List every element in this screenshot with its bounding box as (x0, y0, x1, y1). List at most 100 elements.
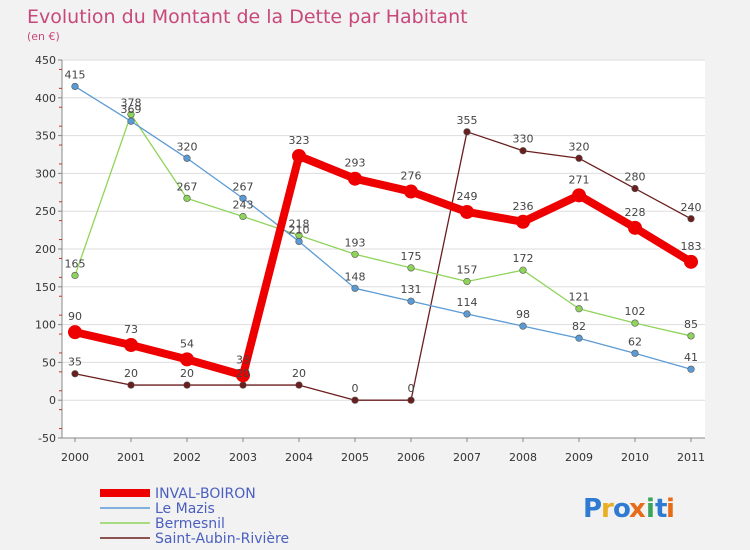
data-label: 276 (401, 170, 422, 183)
data-point (127, 117, 135, 125)
data-point (519, 322, 527, 330)
data-label: 114 (457, 296, 478, 309)
x-tick-label: 2006 (397, 451, 425, 464)
data-label: 240 (681, 201, 702, 214)
y-axis-ticks: -50 0 50 100 150 200 250 300 350 400 450 (35, 54, 62, 445)
series-inval-boiron (68, 149, 698, 383)
x-tick-label: 2003 (229, 451, 257, 464)
data-label: 378 (121, 96, 142, 109)
series-line (74, 113, 692, 337)
data-label: 236 (513, 200, 534, 213)
data-label: 193 (345, 236, 366, 249)
data-label: 90 (68, 310, 82, 323)
data-label: 20 (236, 367, 250, 380)
logo-letter: P (583, 494, 602, 524)
data-point (68, 325, 82, 340)
logo-letter: o (613, 494, 631, 524)
data-point (124, 338, 138, 353)
data-point (575, 305, 583, 313)
data-point (575, 334, 583, 342)
data-label: 175 (401, 250, 422, 263)
data-point (463, 277, 471, 286)
y-tick-label: 450 (35, 54, 56, 67)
data-point (292, 149, 306, 164)
logo-letter: i (646, 494, 655, 524)
data-label: 280 (625, 171, 646, 184)
y-tick-label: 250 (35, 205, 56, 218)
legend-label: Bermesnil (155, 516, 225, 532)
data-label: 330 (513, 133, 534, 146)
series-line (71, 152, 695, 380)
data-label: 415 (65, 68, 86, 81)
data-point (519, 266, 527, 274)
data-label: 20 (292, 367, 306, 380)
data-label: 165 (65, 257, 86, 270)
y-tick-label: 400 (35, 92, 56, 105)
data-point (351, 284, 359, 292)
data-label: 249 (457, 190, 478, 203)
data-point (180, 352, 194, 367)
y-tick-label: 100 (35, 319, 56, 332)
data-point (631, 319, 639, 327)
logo-letter: i (666, 494, 675, 524)
data-label: 243 (233, 198, 254, 211)
y-tick-label: -50 (38, 432, 56, 445)
data-label: 210 (289, 223, 310, 236)
data-point (684, 254, 698, 269)
legend-label: INVAL-BOIRON (155, 486, 256, 502)
data-point (239, 194, 247, 202)
data-point (239, 212, 247, 221)
data-label: 320 (569, 140, 590, 153)
data-label: 183 (681, 240, 702, 253)
y-tick-label: 200 (35, 243, 56, 256)
y-tick-label: 350 (35, 130, 56, 143)
data-point (295, 381, 303, 389)
x-tick-label: 2004 (285, 451, 313, 464)
y-tick-label: 300 (35, 167, 56, 180)
data-point (628, 220, 642, 235)
data-label: 148 (345, 270, 366, 283)
data-label: 131 (401, 283, 422, 296)
data-point (404, 184, 418, 199)
data-point (351, 250, 359, 258)
chart-title: Evolution du Montant de la Dette par Hab… (27, 6, 468, 28)
data-point (71, 82, 79, 91)
data-label: 20 (124, 367, 138, 380)
data-point (407, 396, 415, 404)
x-tick-label: 2010 (621, 451, 649, 464)
data-point (631, 184, 639, 193)
data-label: 320 (177, 140, 198, 153)
data-label: 369 (121, 103, 142, 116)
data-point (687, 332, 695, 340)
x-tick-label: 2000 (61, 451, 89, 464)
y-tick-label: 50 (42, 356, 56, 369)
data-point (183, 194, 191, 202)
data-label: 267 (233, 180, 254, 193)
data-point (572, 188, 586, 203)
y-tick-label: 0 (49, 394, 56, 407)
data-label: 54 (180, 337, 194, 350)
data-label: 73 (124, 323, 138, 336)
series-le-mazis (71, 82, 695, 373)
data-point (631, 349, 639, 357)
legend-label: Le Mazis (155, 501, 215, 517)
data-label: 228 (625, 206, 646, 219)
legend-label: Saint-Aubin-Rivière (155, 531, 289, 547)
data-point (183, 381, 191, 389)
data-point (516, 214, 530, 229)
x-tick-label: 2007 (453, 451, 481, 464)
data-label: 355 (457, 114, 478, 127)
series-line (74, 131, 692, 401)
chart-subtitle: (en €) (27, 30, 60, 43)
data-label: 121 (569, 291, 590, 304)
series-layer (68, 82, 698, 404)
data-label: 271 (569, 173, 590, 186)
logo-letter: t (655, 494, 667, 524)
data-point (71, 271, 79, 280)
data-point (348, 171, 362, 186)
proxiti-logo: Pr ox i ti (583, 494, 675, 524)
data-label: 267 (177, 180, 198, 193)
data-point (295, 237, 303, 246)
